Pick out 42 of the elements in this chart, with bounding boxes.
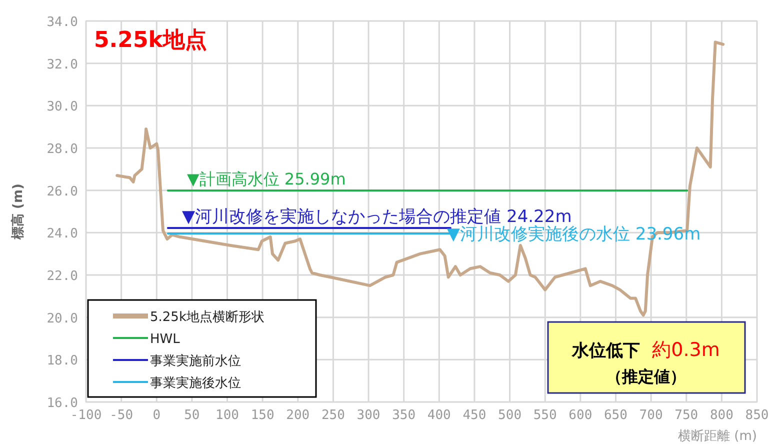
x-tick-label: 0 (152, 408, 161, 423)
y-tick-label: 20.0 (46, 311, 78, 326)
legend-label: 事業実施前水位 (150, 353, 241, 369)
y-tick-label: 30.0 (46, 100, 78, 115)
x-tick-label: 800 (710, 408, 734, 423)
y-axis-title: 標高 (m) (10, 184, 26, 240)
y-tick-label: 22.0 (46, 269, 78, 284)
annotation: 水位低下 (571, 341, 640, 361)
x-tick-label: 850 (745, 408, 769, 423)
legend-label: HWL (150, 332, 181, 347)
y-tick-label: 18.0 (46, 354, 78, 369)
x-tick-label: 750 (674, 408, 698, 423)
y-tick-label: 28.0 (46, 142, 78, 157)
chart-title: 5.25k地点 (94, 28, 207, 53)
annotation: 約0.3m (652, 339, 720, 361)
x-axis-title: 横断距離 (m) (678, 429, 757, 444)
x-tick-label: 350 (392, 408, 416, 423)
legend-label: 5.25k地点横断形状 (150, 310, 264, 325)
x-tick-label: 100 (216, 408, 240, 423)
x-tick-label: 550 (533, 408, 557, 423)
annotation: ▼河川改修実施後の水位 23.96m (446, 224, 701, 245)
x-tick-label: 450 (462, 408, 486, 423)
annotation: （推定値） (606, 367, 686, 386)
x-tick-label: -50 (110, 408, 134, 423)
x-tick-label: 250 (321, 408, 345, 423)
x-tick-label: 650 (604, 408, 628, 423)
x-tick-label: 300 (356, 408, 380, 423)
x-tick-label: 500 (498, 408, 522, 423)
x-tick-label: 50 (184, 408, 200, 423)
y-tick-label: 26.0 (46, 184, 78, 200)
x-tick-label: 200 (286, 408, 310, 423)
x-tick-label: -100 (70, 408, 102, 423)
x-tick-label: 600 (568, 408, 592, 423)
y-tick-label: 16.0 (46, 396, 78, 411)
y-tick-label: 32.0 (46, 57, 78, 72)
annotation: ▼計画高水位 25.99m (187, 170, 346, 189)
y-tick-label: 24.0 (46, 226, 78, 242)
x-tick-label: 400 (427, 408, 451, 423)
y-tick-label: 34.0 (46, 15, 78, 30)
legend-label: 事業実施後水位 (150, 375, 241, 391)
x-tick-label: 700 (639, 408, 663, 423)
x-tick-label: 150 (250, 408, 274, 423)
